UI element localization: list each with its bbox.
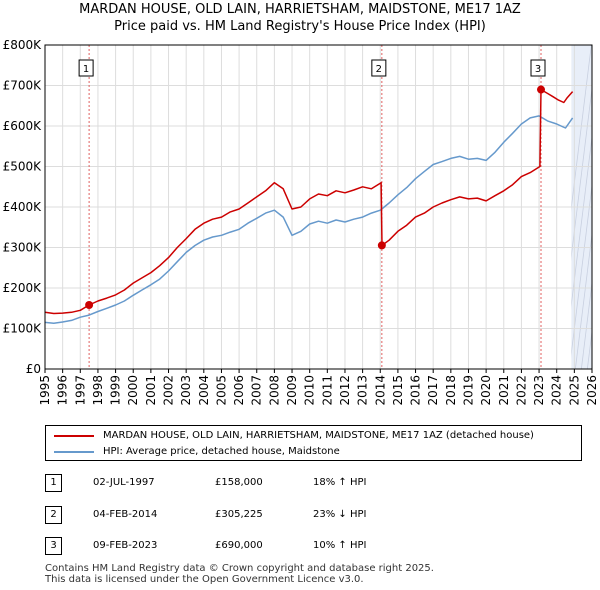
sale-price: £305,225 — [215, 509, 263, 520]
sale-point — [85, 301, 94, 310]
footer-licence: This data is licensed under the Open Gov… — [45, 574, 364, 585]
sale-hpi-diff: 10% ↑ HPI — [313, 540, 367, 551]
sale-price: £690,000 — [215, 540, 263, 551]
x-tick-label: 2020 — [479, 375, 493, 406]
y-tick-label: £100K — [3, 322, 43, 336]
x-tick-label: 2004 — [197, 375, 211, 406]
x-tick-label: 2003 — [179, 375, 193, 406]
legend-label-property: MARDAN HOUSE, OLD LAIN, HARRIETSHAM, MAI… — [103, 430, 534, 441]
x-tick-label: 2009 — [285, 375, 299, 406]
y-tick-label: £800K — [3, 38, 43, 52]
property-price-line — [44, 88, 574, 315]
x-tick-label: 2008 — [267, 375, 281, 406]
y-tick-label: £0 — [26, 362, 41, 376]
x-tick-label: 2023 — [532, 375, 546, 406]
x-tick-label: 2001 — [144, 375, 158, 406]
y-tick-label: £300K — [3, 241, 43, 255]
price-chart: 1 2 3 £0 £100K £200K £300K £400K £500K £600K £700… — [3, 38, 600, 406]
x-tick-label: 2025 — [567, 375, 581, 406]
x-tick-label: 2011 — [320, 375, 334, 406]
y-tick-label: £200K — [3, 281, 43, 295]
future-band-hatch — [574, 230, 593, 369]
y-tick-label: £600K — [3, 119, 43, 133]
chart-title-line2: Price paid vs. HM Land Registry's House … — [114, 19, 486, 34]
x-tick-label: 2019 — [461, 375, 475, 406]
sale-date: 09-FEB-2023 — [93, 540, 158, 551]
sale-price: £158,000 — [215, 477, 263, 488]
chart-title-line1: MARDAN HOUSE, OLD LAIN, HARRIETSHAM, MAI… — [79, 2, 521, 17]
y-tick-label: £400K — [3, 200, 43, 214]
sale-date: 02-JUL-1997 — [93, 477, 155, 488]
sale-row: 2 04-FEB-2014 £305,225 23% ↓ HPI — [45, 506, 585, 524]
sale-marker-box — [371, 59, 387, 77]
x-tick-label: 1999 — [109, 375, 123, 406]
x-tick-label: 1997 — [73, 375, 87, 406]
future-band-hatch — [580, 279, 593, 369]
x-tick-label: 2006 — [232, 375, 246, 406]
x-tick-label: 2002 — [162, 375, 176, 406]
sale-number-badge: 3 — [45, 537, 62, 555]
sale-marker-box — [530, 59, 546, 77]
x-tick-label: 2000 — [126, 375, 140, 406]
x-tick-label: 2026 — [585, 375, 599, 406]
sale-marker-label: 1 — [83, 64, 89, 75]
sale-row: 1 02-JUL-1997 £158,000 18% ↑ HPI — [45, 474, 585, 492]
x-tick-label: 2021 — [497, 375, 511, 406]
x-tick-label: 2022 — [514, 375, 528, 406]
hpi-line — [44, 115, 574, 324]
footer-copyright: Contains HM Land Registry data © Crown c… — [45, 563, 434, 574]
sale-hpi-diff: 23% ↓ HPI — [313, 509, 367, 520]
x-tick-label: 2012 — [338, 375, 352, 406]
x-tick-label: 1998 — [91, 375, 105, 406]
sale-row: 3 09-FEB-2023 £690,000 10% ↑ HPI — [45, 537, 585, 555]
sale-point — [377, 241, 386, 250]
x-tick-label: 1996 — [56, 375, 70, 406]
x-tick-label: 2010 — [303, 375, 317, 406]
x-tick-label: 2013 — [356, 375, 370, 406]
y-tick-label: £500K — [3, 160, 43, 174]
plot-border — [44, 44, 593, 370]
x-tick-label: 2017 — [426, 375, 440, 406]
x-tick-label: 2007 — [250, 375, 264, 406]
sale-marker-label: 2 — [376, 64, 382, 75]
future-band-hatch — [593, 45, 600, 369]
chart-legend: MARDAN HOUSE, OLD LAIN, HARRIETSHAM, MAI… — [45, 425, 582, 461]
sale-date: 04-FEB-2014 — [93, 509, 158, 520]
future-band-hatch — [571, 45, 592, 211]
sale-hpi-diff: 18% ↑ HPI — [313, 477, 367, 488]
legend-label-hpi: HPI: Average price, detached house, Maid… — [103, 446, 340, 457]
x-tick-label: 2024 — [550, 375, 564, 406]
x-tick-label: 2015 — [391, 375, 405, 406]
x-tick-label: 2014 — [373, 375, 387, 406]
sale-number-badge: 1 — [45, 474, 62, 492]
sale-number-badge: 2 — [45, 506, 62, 524]
x-tick-label: 1995 — [38, 375, 52, 406]
sale-point — [537, 85, 546, 94]
sale-marker-box — [78, 59, 94, 77]
legend-swatch-hpi — [54, 451, 94, 453]
y-tick-label: £700K — [3, 79, 43, 93]
x-tick-label: 2018 — [444, 375, 458, 406]
sale-marker-label: 3 — [535, 64, 541, 75]
x-tick-label: 2005 — [214, 375, 228, 406]
legend-swatch-property — [54, 435, 94, 437]
x-tick-label: 2016 — [409, 375, 423, 406]
